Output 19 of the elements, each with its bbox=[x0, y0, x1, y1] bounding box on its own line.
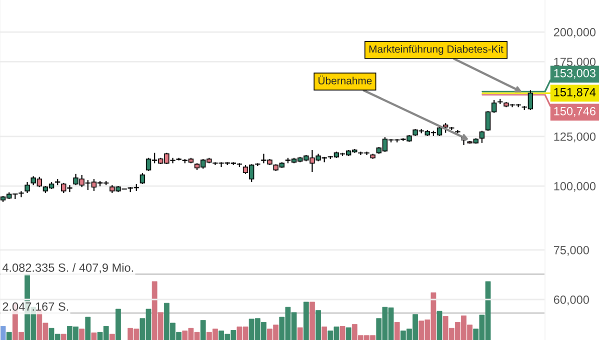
ref-line-label: 2.047.167 S. bbox=[2, 302, 68, 311]
y-tick-label: 175,000 bbox=[554, 58, 596, 68]
y-tick-label: 75,000 bbox=[554, 246, 589, 256]
annotation: Übernahme bbox=[318, 76, 372, 84]
ref-line-label: 4.082.335 S. / 407,9 Mio. bbox=[2, 263, 134, 274]
candlestick bbox=[24, 181, 30, 194]
candlestick bbox=[140, 172, 146, 185]
y-tick-label: 125,000 bbox=[554, 132, 596, 142]
candlestick bbox=[18, 190, 24, 198]
y-tick-label: 200,000 bbox=[554, 28, 596, 38]
y-tick-label: 100,000 bbox=[554, 182, 596, 192]
annotation: Markteinführung Diabetes-Kit bbox=[369, 45, 504, 55]
legend-label: 150,746 bbox=[554, 106, 596, 117]
y-tick-label: 60,000 bbox=[554, 296, 589, 306]
candlestick bbox=[479, 130, 485, 144]
ref-line-label: 153,003 bbox=[554, 68, 596, 79]
ref-line-label: 151,874 bbox=[554, 88, 596, 98]
candlestick bbox=[442, 122, 448, 134]
candlestick bbox=[455, 129, 460, 134]
